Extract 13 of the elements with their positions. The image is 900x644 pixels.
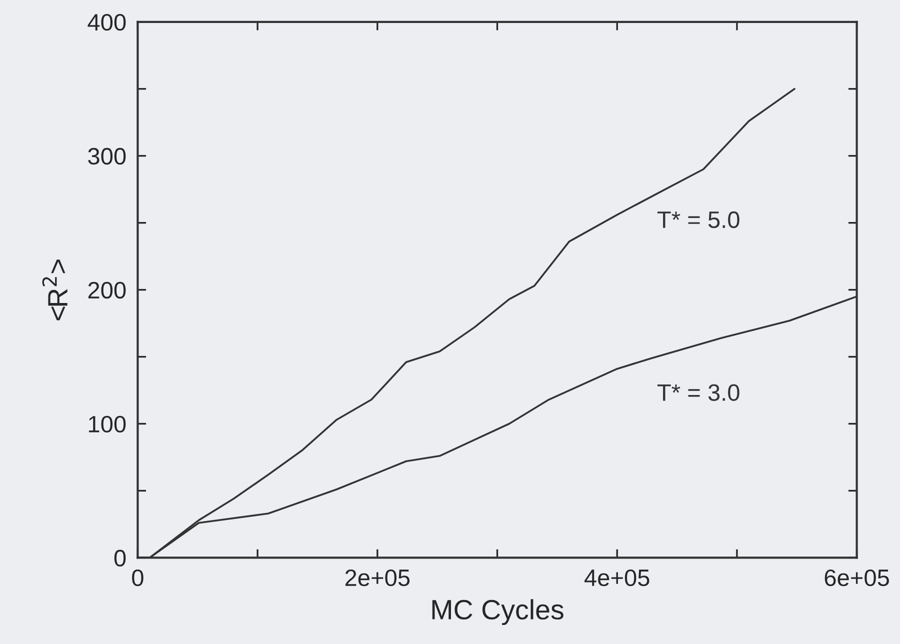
y-tick-label: 200 [88, 282, 126, 299]
x-tick-label: 6e+05 [824, 569, 889, 586]
y-tick-label: 400 [88, 14, 126, 31]
x-tick-label: 4e+05 [584, 569, 650, 586]
series-label: T* = 3.0 [657, 384, 740, 401]
x-axis-title: MC Cycles [432, 599, 564, 626]
y-axis-title: <R$^{2}$> [42, 260, 68, 320]
y-tick-label: 100 [89, 416, 126, 433]
y-tick-label: 0 [114, 550, 126, 566]
y-tick-label: 300 [88, 148, 126, 165]
series-label: T* = 5.0 [657, 211, 740, 228]
x-tick-label: 2e+05 [345, 569, 410, 586]
x-tick-label: 0 [132, 569, 144, 586]
